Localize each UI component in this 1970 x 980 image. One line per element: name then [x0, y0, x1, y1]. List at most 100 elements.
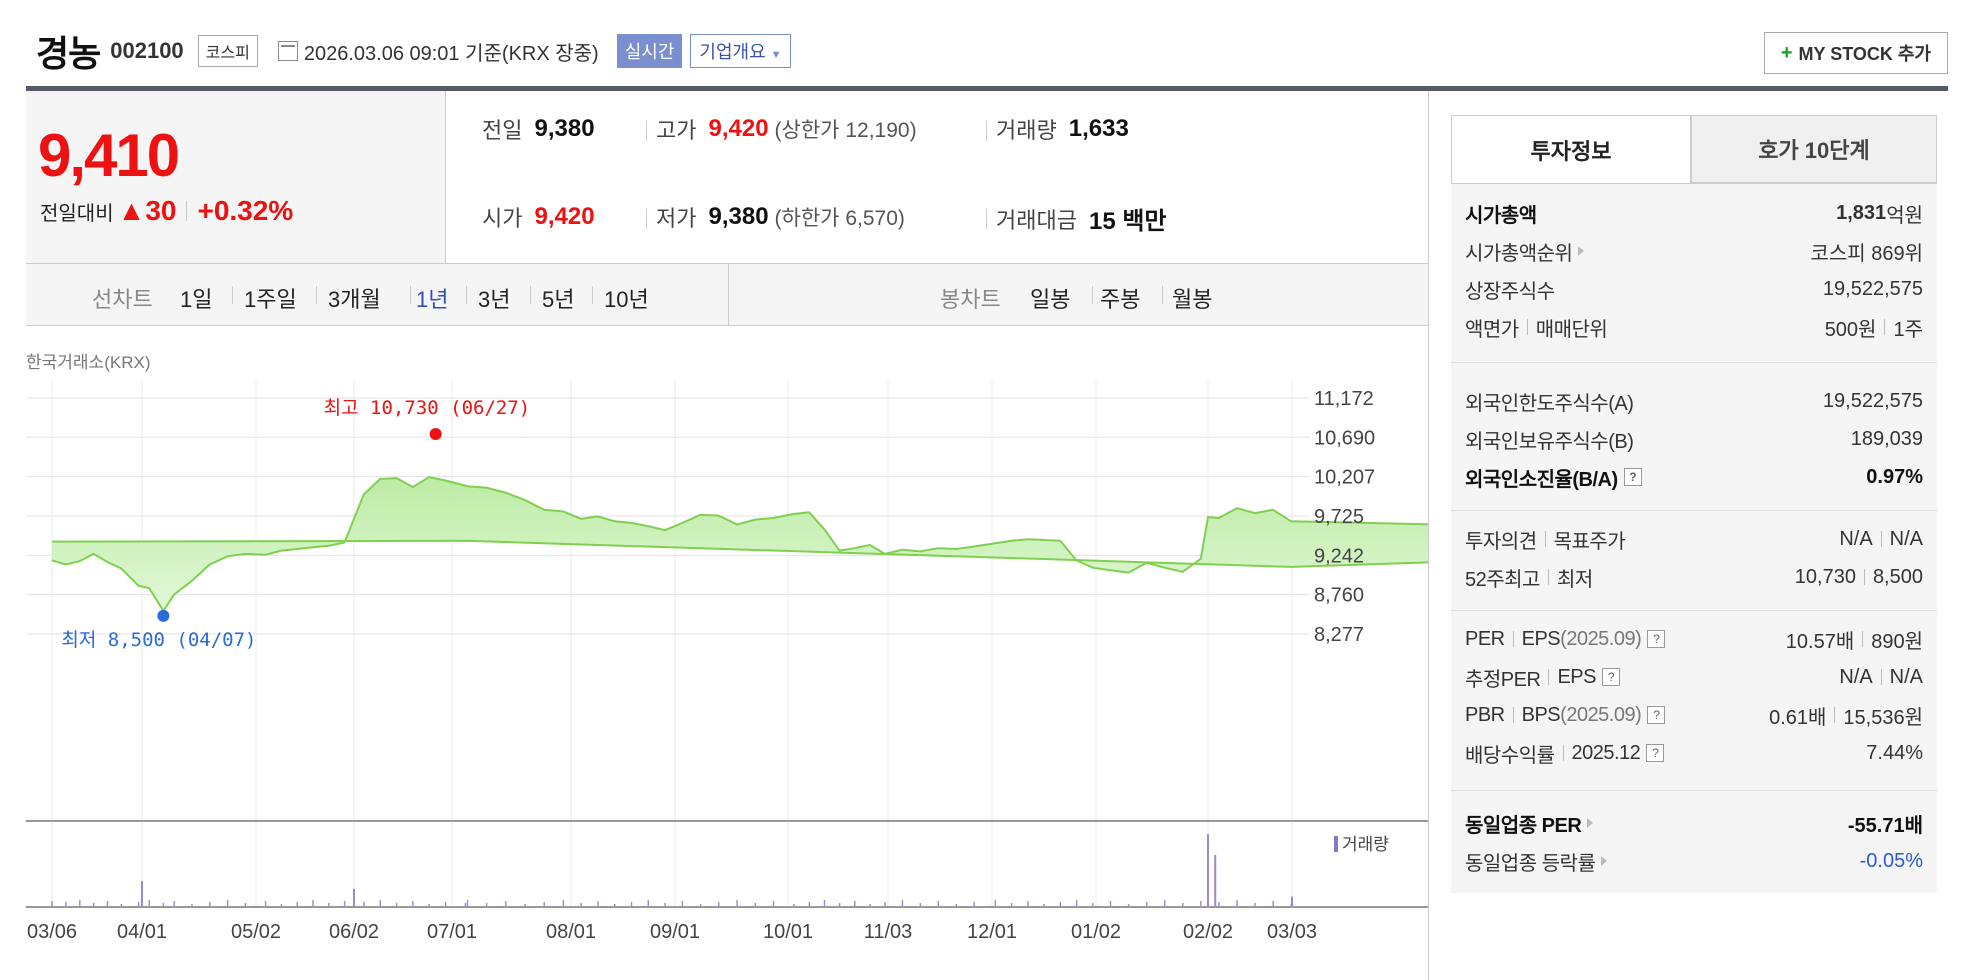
opinion-label: 투자의견	[1465, 530, 1537, 553]
row-value: 0.61배 15,536원	[1769, 701, 1923, 730]
period-tab-1w[interactable]: 1주일	[244, 287, 297, 312]
tab-invest-info[interactable]: 투자정보	[1451, 115, 1691, 183]
divider	[530, 286, 531, 304]
info-tabs: 투자정보 호가 10단계	[1451, 115, 1937, 183]
divider	[646, 121, 647, 141]
bps-period: (2025.09)	[1560, 703, 1642, 726]
mcap-value: 1,831	[1836, 201, 1887, 224]
row-value: 19,522,575	[1822, 277, 1923, 300]
row-key[interactable]: 동일업종 PER	[1465, 809, 1594, 838]
volume-bar	[412, 901, 414, 907]
stat-label: 저가	[656, 206, 697, 231]
volume-bar	[1291, 896, 1293, 907]
volume-bar	[699, 904, 702, 907]
candle-tab-weekly[interactable]: 주봉	[1100, 287, 1141, 312]
volume-bar	[1200, 901, 1202, 907]
divider	[1863, 569, 1865, 585]
period-tab-1d[interactable]: 1일	[180, 287, 213, 312]
price-chart[interactable]: 11,172 10,690 10,207 9,725 9,242 8,760 8,277 0…	[0, 380, 1428, 980]
stat-value: 15 백만	[1088, 208, 1167, 235]
volume-bar	[485, 903, 488, 907]
help-icon[interactable]: ?	[1623, 468, 1642, 486]
price-change: 전일대비 ▲30 +0.32%	[40, 195, 293, 227]
volume-bar	[919, 903, 922, 907]
row-sector-per: 동일업종 PER -55.71배	[1465, 806, 1923, 840]
stat-label: 거래량	[996, 118, 1057, 143]
row-52w: 52주최고 최저 10,730 8,500	[1465, 560, 1923, 594]
volume-bar	[1272, 901, 1274, 907]
volume-bar	[823, 900, 826, 907]
divider	[1451, 510, 1937, 511]
period-tab-10y[interactable]: 10년	[604, 287, 649, 312]
candle-tab-daily[interactable]: 일봉	[1030, 287, 1071, 312]
plus-icon: +	[1780, 41, 1793, 64]
x-tick-label: 07/01	[427, 921, 477, 943]
volume-bars	[51, 834, 1293, 907]
company-overview-dropdown[interactable]: 기업개요 ▼	[690, 34, 791, 68]
high-point	[429, 428, 442, 441]
row-est-per: 추정PER EPS? N/A N/A	[1465, 660, 1923, 694]
help-icon[interactable]: ?	[1646, 744, 1665, 762]
volume-bar	[754, 903, 756, 907]
period-tab-5y[interactable]: 5년	[542, 287, 575, 312]
row-dividend: 배당수익률 2025.12? 7.44%	[1465, 736, 1923, 770]
current-price-panel: 9,410 전일대비 ▲30 +0.32%	[26, 91, 446, 264]
eps-value: 890원	[1871, 630, 1923, 653]
low-point	[157, 609, 170, 622]
realtime-badge[interactable]: 실시간	[616, 34, 683, 68]
opinion-value: N/A	[1839, 527, 1873, 550]
rank-label: 시가총액순위	[1465, 242, 1573, 265]
row-key[interactable]: 동일업종 등락률	[1465, 847, 1608, 876]
tab-orderbook[interactable]: 호가 10단계	[1691, 115, 1937, 183]
volume-bar	[120, 904, 123, 907]
volume-legend-label: 거래량	[1342, 835, 1389, 854]
divider	[986, 121, 987, 141]
row-market-cap-rank: 시가총액순위 코스피 869위	[1465, 234, 1923, 268]
help-icon[interactable]: ?	[1647, 630, 1666, 648]
volume-bar	[973, 902, 975, 907]
divider	[646, 209, 647, 229]
sector-per-label: 동일업종 PER	[1465, 814, 1582, 837]
row-value: N/A N/A	[1839, 666, 1923, 689]
volume-bar	[1075, 900, 1078, 907]
stat-value: 9,380	[708, 203, 769, 230]
row-key[interactable]: 시가총액순위	[1465, 237, 1585, 266]
stat-label: 거래대금	[996, 207, 1077, 233]
chart-grid	[26, 380, 1310, 821]
period-tab-3y[interactable]: 3년	[478, 287, 511, 312]
volume-bar	[994, 900, 997, 907]
divider	[1562, 745, 1564, 761]
change-amount: ▲30	[117, 195, 177, 226]
add-my-stock-label: MY STOCK 추가	[1798, 44, 1931, 64]
volume-bar	[296, 902, 298, 907]
volume-bar	[1236, 900, 1238, 907]
volume-bar	[772, 901, 775, 907]
volume-bar	[1010, 903, 1013, 907]
stock-code: 002100	[110, 38, 184, 63]
divider	[1834, 707, 1836, 723]
volume-bar	[363, 902, 365, 907]
candle-tab-monthly[interactable]: 월봉	[1172, 287, 1213, 312]
per-label: PER	[1465, 627, 1505, 650]
volume-bar	[92, 903, 95, 907]
row-key: 배당수익률 2025.12?	[1465, 739, 1665, 768]
row-pbr: PBR BPS (2025.09)? 0.61배 15,536원	[1465, 698, 1923, 732]
target-price-value: N/A	[1889, 527, 1923, 550]
help-icon[interactable]: ?	[1647, 706, 1666, 724]
divider	[1451, 610, 1937, 611]
row-value: 코스피 869위	[1810, 242, 1923, 265]
volume-bar	[353, 888, 355, 907]
help-icon[interactable]: ?	[1601, 668, 1620, 686]
divider	[1162, 286, 1163, 304]
sector-change-label: 동일업종 등락률	[1465, 852, 1596, 875]
line-chart-label: 선차트	[92, 287, 153, 312]
period-tab-3m[interactable]: 3개월	[328, 287, 381, 312]
volume-bar	[597, 901, 599, 907]
y-tick-label: 10,207	[1314, 467, 1375, 489]
add-my-stock-button[interactable]: + MY STOCK 추가	[1763, 32, 1948, 74]
period-tab-1y[interactable]: 1년	[416, 287, 449, 312]
divider	[1092, 286, 1093, 304]
upper-limit: (상한가 12,190)	[774, 119, 917, 142]
volume-bar	[162, 903, 165, 907]
row-value: -0.05%	[1859, 849, 1923, 872]
